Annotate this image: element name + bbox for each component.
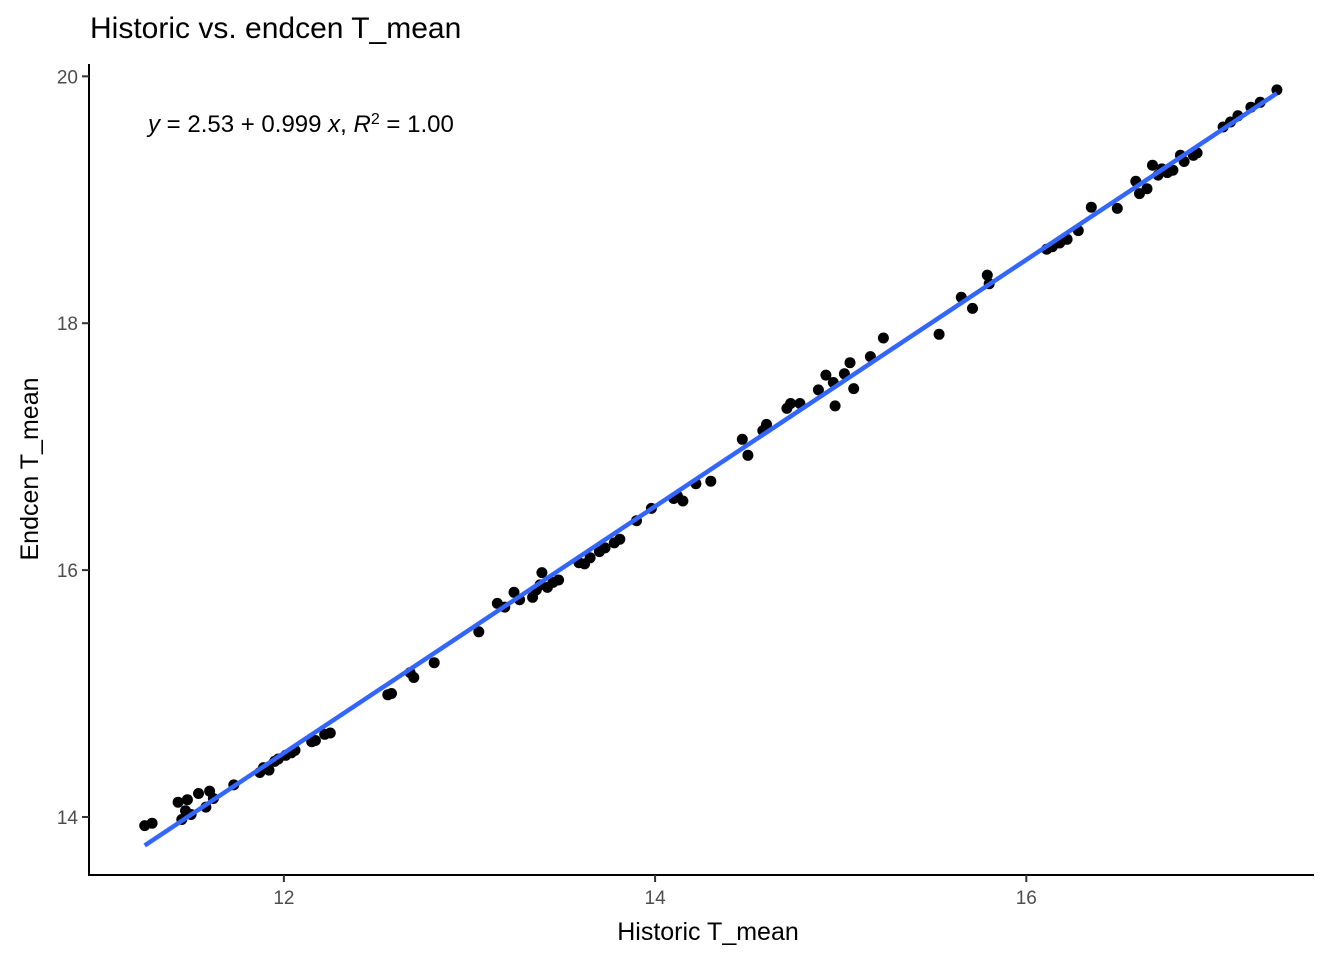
y-axis-ticks: 14 16 18 20 (57, 67, 89, 829)
chart-title: Historic vs. endcen T_mean (90, 12, 461, 45)
x-tick-label-16: 16 (1016, 888, 1037, 909)
data-point-3 (172, 796, 184, 808)
data-point-46 (599, 542, 611, 554)
x-axis-ticks: 12 14 16 (273, 875, 1037, 909)
y-axis-title: Endcen T_mean (16, 378, 44, 561)
data-point-63 (812, 384, 824, 396)
data-point-69 (848, 383, 860, 395)
data-point-44 (584, 552, 596, 564)
data-point-28 (408, 672, 420, 683)
y-tick-label-14: 14 (57, 808, 79, 829)
equation-r-value: = 1.00 (380, 111, 454, 138)
data-point-53 (677, 495, 689, 507)
data-point-57 (742, 449, 754, 461)
plot-area (139, 84, 1283, 848)
regression-equation: y = 2.53 + 0.999 x, R2 = 1.00 (146, 111, 454, 139)
data-point-8 (193, 788, 204, 799)
data-point-24 (324, 727, 336, 739)
y-tick-label-18: 18 (57, 314, 78, 335)
data-point-82 (1085, 201, 1097, 213)
data-point-41 (553, 574, 565, 586)
data-point-72 (933, 328, 945, 340)
equation-x-var: x (327, 111, 341, 138)
data-point-91 (1167, 164, 1179, 176)
data-point-48 (614, 533, 626, 545)
y-tick-label-16: 16 (57, 561, 78, 582)
data-point-30 (473, 626, 485, 638)
data-points (139, 84, 1283, 832)
data-point-64 (820, 369, 832, 381)
data-point-71 (877, 332, 889, 344)
data-point-86 (1141, 183, 1153, 195)
x-axis-title: Historic T_mean (617, 918, 799, 946)
equation-eq-sign: = (160, 111, 187, 138)
data-point-68 (844, 357, 856, 369)
data-point-61 (785, 398, 797, 409)
x-tick-label-14: 14 (645, 888, 667, 909)
data-point-59 (761, 418, 772, 430)
data-point-87 (1147, 159, 1158, 171)
data-point-66 (829, 400, 841, 412)
data-point-55 (705, 475, 717, 487)
data-point-26 (386, 688, 397, 699)
data-point-6 (181, 794, 193, 806)
equation-r-var: R (354, 111, 371, 138)
data-point-29 (428, 657, 440, 669)
y-tick-label-20: 20 (57, 67, 78, 88)
data-point-74 (967, 302, 978, 314)
equation-r-exponent: 2 (371, 111, 380, 128)
data-point-38 (536, 567, 548, 579)
data-point-75 (981, 269, 993, 281)
regression-line (143, 91, 1279, 848)
data-point-22 (309, 735, 321, 746)
data-point-56 (736, 433, 748, 445)
equation-coefficients: 2.53 + 0.999 (187, 111, 328, 138)
data-point-83 (1111, 202, 1123, 214)
x-tick-label-12: 12 (273, 888, 294, 909)
equation-separator: , (340, 111, 353, 138)
data-point-2 (146, 817, 158, 829)
equation-y-var: y (146, 111, 162, 138)
